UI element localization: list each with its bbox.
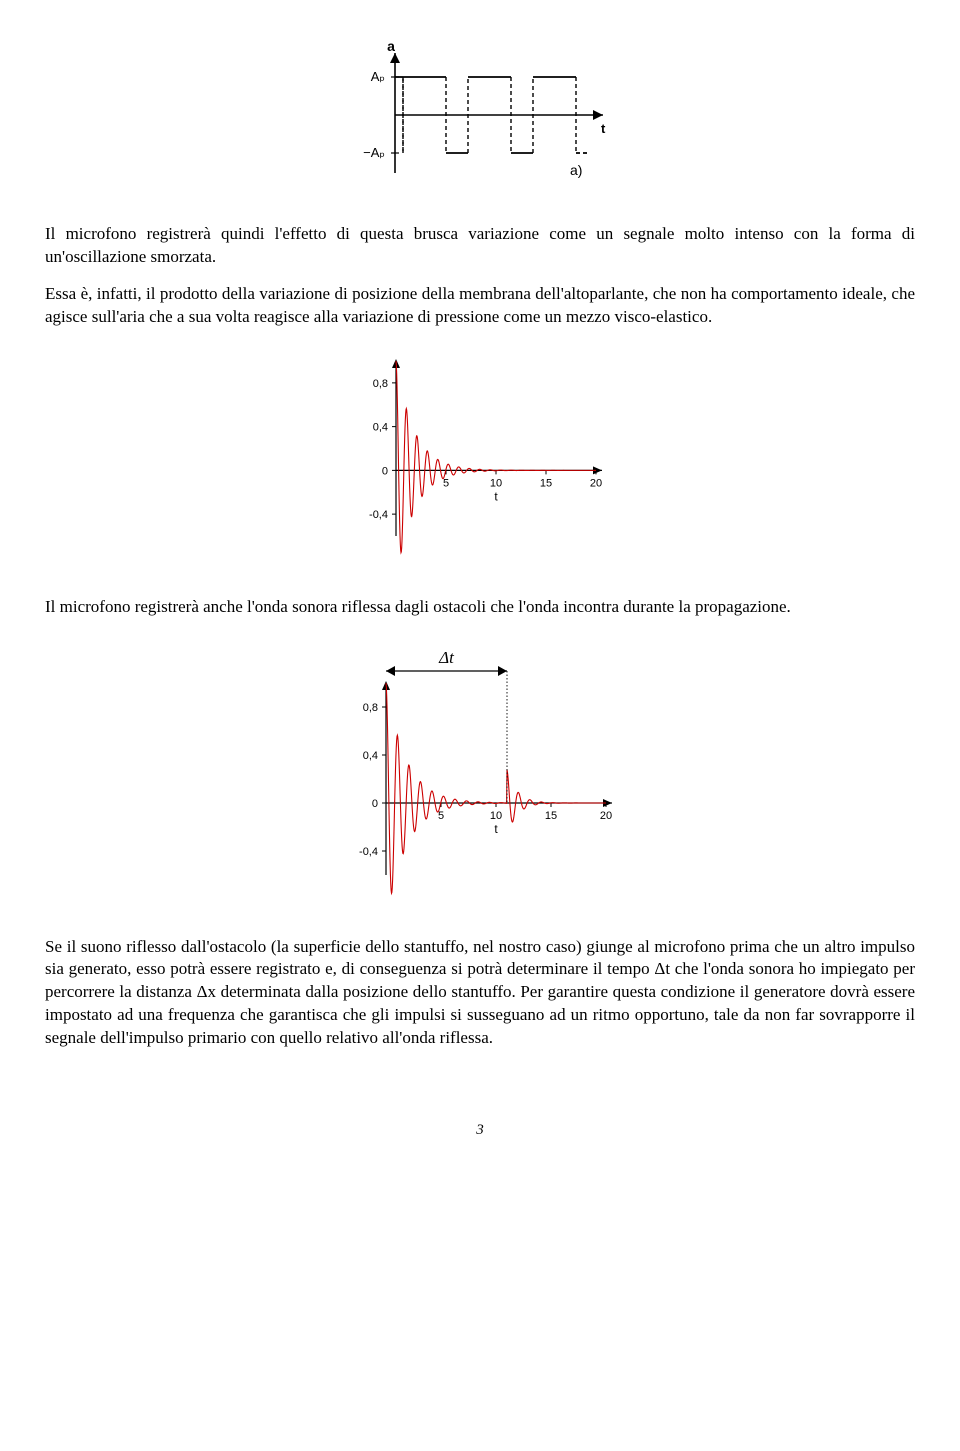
paragraph-1: Il microfono registrerà quindi l'effetto… — [45, 223, 915, 269]
svg-text:0,4: 0,4 — [363, 750, 378, 762]
svg-text:t: t — [494, 489, 498, 503]
svg-text:0,4: 0,4 — [373, 421, 388, 433]
paragraph-4: Se il suono riflesso dall'ostacolo (la s… — [45, 936, 915, 1051]
svg-text:-0,4: -0,4 — [359, 846, 378, 858]
svg-text:20: 20 — [600, 810, 612, 822]
svg-text:Aₚ: Aₚ — [371, 69, 385, 84]
svg-text:0,8: 0,8 — [373, 378, 388, 390]
svg-text:−Aₚ: −Aₚ — [363, 145, 385, 160]
page-number: 3 — [45, 1120, 915, 1140]
svg-text:20: 20 — [590, 477, 602, 489]
paragraph-3: Il microfono registrerà anche l'onda son… — [45, 596, 915, 619]
square-wave-svg: a Aₚ −Aₚ t a) — [340, 40, 620, 190]
svg-text:5: 5 — [443, 477, 449, 489]
svg-text:a: a — [387, 40, 395, 54]
svg-text:-0,4: -0,4 — [369, 509, 388, 521]
figure-damped-1: -0,4 0 0,4 0,8 5 10 15 20 t — [45, 343, 915, 570]
svg-text:10: 10 — [490, 810, 502, 822]
svg-text:15: 15 — [540, 477, 552, 489]
damped-oscillation-svg-1: -0,4 0 0,4 0,8 5 10 15 20 t — [340, 343, 620, 563]
figure-damped-2: -0,4 0 0,4 0,8 5 10 15 20 t Δt — [45, 633, 915, 910]
svg-text:a): a) — [570, 162, 582, 178]
svg-text:0: 0 — [382, 465, 388, 477]
svg-text:15: 15 — [545, 810, 557, 822]
svg-text:5: 5 — [438, 810, 444, 822]
figure-square-wave: a Aₚ −Aₚ t a) — [45, 40, 915, 197]
svg-text:10: 10 — [490, 477, 502, 489]
svg-text:t: t — [601, 121, 606, 136]
paragraph-2: Essa è, infatti, il prodotto della varia… — [45, 283, 915, 329]
damped-oscillation-svg-2: -0,4 0 0,4 0,8 5 10 15 20 t Δt — [330, 633, 630, 903]
svg-text:0,8: 0,8 — [363, 702, 378, 714]
svg-text:0: 0 — [372, 798, 378, 810]
svg-text:Δt: Δt — [438, 648, 455, 667]
svg-text:t: t — [494, 822, 498, 836]
